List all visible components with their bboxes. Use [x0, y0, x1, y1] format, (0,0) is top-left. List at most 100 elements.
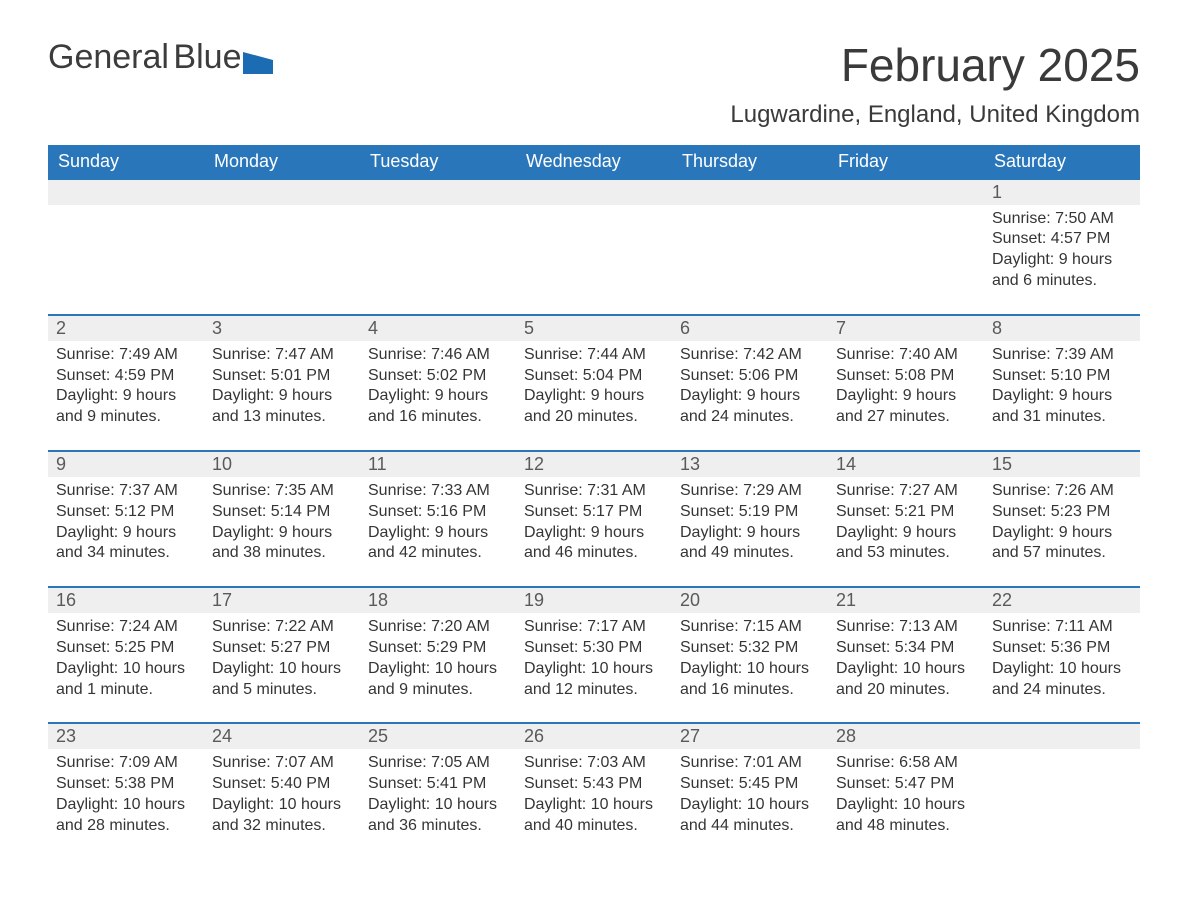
sunrise-text: Sunrise: 7:31 AM: [524, 481, 664, 502]
sunset-text: Sunset: 5:32 PM: [680, 638, 820, 659]
day-number-cell: 24: [204, 723, 360, 749]
day-details-cell: [204, 205, 360, 315]
daylight1-text: Daylight: 9 hours: [56, 386, 196, 407]
day-details-cell: Sunrise: 7:31 AMSunset: 5:17 PMDaylight:…: [516, 477, 672, 587]
sunset-text: Sunset: 5:02 PM: [368, 366, 508, 387]
day-number-cell: 18: [360, 587, 516, 613]
sunset-text: Sunset: 5:43 PM: [524, 774, 664, 795]
sunrise-text: Sunrise: 7:33 AM: [368, 481, 508, 502]
week-details-row: Sunrise: 7:09 AMSunset: 5:38 PMDaylight:…: [48, 749, 1140, 858]
day-number-cell: 19: [516, 587, 672, 613]
daylight2-text: and 38 minutes.: [212, 543, 352, 564]
day-details-cell: Sunrise: 7:47 AMSunset: 5:01 PMDaylight:…: [204, 341, 360, 451]
day-details-cell: [360, 205, 516, 315]
daylight2-text: and 44 minutes.: [680, 816, 820, 837]
daylight1-text: Daylight: 9 hours: [992, 250, 1132, 271]
day-number-cell: 8: [984, 315, 1140, 341]
daylight1-text: Daylight: 10 hours: [836, 659, 976, 680]
day-details-cell: Sunrise: 7:24 AMSunset: 5:25 PMDaylight:…: [48, 613, 204, 723]
sunset-text: Sunset: 5:04 PM: [524, 366, 664, 387]
daylight1-text: Daylight: 10 hours: [56, 795, 196, 816]
daylight2-text: and 16 minutes.: [680, 680, 820, 701]
logo-word-1: General: [48, 38, 169, 76]
sunrise-text: Sunrise: 7:27 AM: [836, 481, 976, 502]
sunset-text: Sunset: 5:47 PM: [836, 774, 976, 795]
daylight1-text: Daylight: 10 hours: [524, 795, 664, 816]
sunrise-text: Sunrise: 7:35 AM: [212, 481, 352, 502]
sunrise-text: Sunrise: 7:40 AM: [836, 345, 976, 366]
day-number-cell: 1: [984, 179, 1140, 205]
daylight1-text: Daylight: 9 hours: [212, 523, 352, 544]
day-number-cell: 9: [48, 451, 204, 477]
sunset-text: Sunset: 5:14 PM: [212, 502, 352, 523]
day-details-cell: Sunrise: 7:39 AMSunset: 5:10 PMDaylight:…: [984, 341, 1140, 451]
sunrise-text: Sunrise: 7:07 AM: [212, 753, 352, 774]
sunrise-text: Sunrise: 7:24 AM: [56, 617, 196, 638]
sunrise-text: Sunrise: 7:50 AM: [992, 209, 1132, 230]
weekday-header: Friday: [828, 145, 984, 179]
sunrise-text: Sunrise: 7:13 AM: [836, 617, 976, 638]
daylight2-text: and 12 minutes.: [524, 680, 664, 701]
day-number-cell: 17: [204, 587, 360, 613]
daylight1-text: Daylight: 10 hours: [368, 795, 508, 816]
sunset-text: Sunset: 5:06 PM: [680, 366, 820, 387]
sunset-text: Sunset: 5:38 PM: [56, 774, 196, 795]
day-details-cell: Sunrise: 7:01 AMSunset: 5:45 PMDaylight:…: [672, 749, 828, 858]
daylight2-text: and 34 minutes.: [56, 543, 196, 564]
daylight1-text: Daylight: 9 hours: [524, 386, 664, 407]
daylight1-text: Daylight: 10 hours: [212, 795, 352, 816]
logo-flag-icon: [243, 52, 273, 74]
day-details-cell: Sunrise: 7:13 AMSunset: 5:34 PMDaylight:…: [828, 613, 984, 723]
sunset-text: Sunset: 5:08 PM: [836, 366, 976, 387]
day-number-cell: 21: [828, 587, 984, 613]
sunrise-text: Sunrise: 6:58 AM: [836, 753, 976, 774]
day-number-cell: 3: [204, 315, 360, 341]
day-number-cell: 16: [48, 587, 204, 613]
day-number-cell: [48, 179, 204, 205]
sunrise-text: Sunrise: 7:29 AM: [680, 481, 820, 502]
week-details-row: Sunrise: 7:37 AMSunset: 5:12 PMDaylight:…: [48, 477, 1140, 587]
sunset-text: Sunset: 5:23 PM: [992, 502, 1132, 523]
day-details-cell: Sunrise: 7:27 AMSunset: 5:21 PMDaylight:…: [828, 477, 984, 587]
day-details-cell: Sunrise: 7:17 AMSunset: 5:30 PMDaylight:…: [516, 613, 672, 723]
day-details-cell: Sunrise: 7:44 AMSunset: 5:04 PMDaylight:…: [516, 341, 672, 451]
daylight2-text: and 28 minutes.: [56, 816, 196, 837]
daylight1-text: Daylight: 10 hours: [212, 659, 352, 680]
day-number-cell: [516, 179, 672, 205]
day-details-cell: [984, 749, 1140, 858]
logo-word-2: Blue: [173, 38, 241, 76]
week-daynum-row: 16171819202122: [48, 587, 1140, 613]
day-details-cell: Sunrise: 7:07 AMSunset: 5:40 PMDaylight:…: [204, 749, 360, 858]
sunrise-text: Sunrise: 7:20 AM: [368, 617, 508, 638]
day-number-cell: 28: [828, 723, 984, 749]
sunrise-text: Sunrise: 7:46 AM: [368, 345, 508, 366]
sunrise-text: Sunrise: 7:47 AM: [212, 345, 352, 366]
day-number-cell: 11: [360, 451, 516, 477]
sunrise-text: Sunrise: 7:17 AM: [524, 617, 664, 638]
daylight2-text: and 53 minutes.: [836, 543, 976, 564]
day-details-cell: Sunrise: 7:20 AMSunset: 5:29 PMDaylight:…: [360, 613, 516, 723]
day-number-cell: 12: [516, 451, 672, 477]
day-number-cell: 4: [360, 315, 516, 341]
day-number-cell: [360, 179, 516, 205]
day-number-cell: 10: [204, 451, 360, 477]
sunrise-text: Sunrise: 7:11 AM: [992, 617, 1132, 638]
day-number-cell: 7: [828, 315, 984, 341]
daylight2-text: and 27 minutes.: [836, 407, 976, 428]
week-daynum-row: 2345678: [48, 315, 1140, 341]
sunrise-text: Sunrise: 7:49 AM: [56, 345, 196, 366]
sunset-text: Sunset: 5:27 PM: [212, 638, 352, 659]
sunrise-text: Sunrise: 7:09 AM: [56, 753, 196, 774]
sunset-text: Sunset: 5:19 PM: [680, 502, 820, 523]
day-details-cell: Sunrise: 7:35 AMSunset: 5:14 PMDaylight:…: [204, 477, 360, 587]
day-number-cell: 22: [984, 587, 1140, 613]
day-number-cell: 6: [672, 315, 828, 341]
daylight1-text: Daylight: 9 hours: [368, 523, 508, 544]
day-details-cell: Sunrise: 7:50 AMSunset: 4:57 PMDaylight:…: [984, 205, 1140, 315]
daylight1-text: Daylight: 10 hours: [992, 659, 1132, 680]
day-details-cell: Sunrise: 7:42 AMSunset: 5:06 PMDaylight:…: [672, 341, 828, 451]
week-daynum-row: 232425262728: [48, 723, 1140, 749]
weekday-header: Monday: [204, 145, 360, 179]
daylight2-text: and 32 minutes.: [212, 816, 352, 837]
weekday-header: Thursday: [672, 145, 828, 179]
